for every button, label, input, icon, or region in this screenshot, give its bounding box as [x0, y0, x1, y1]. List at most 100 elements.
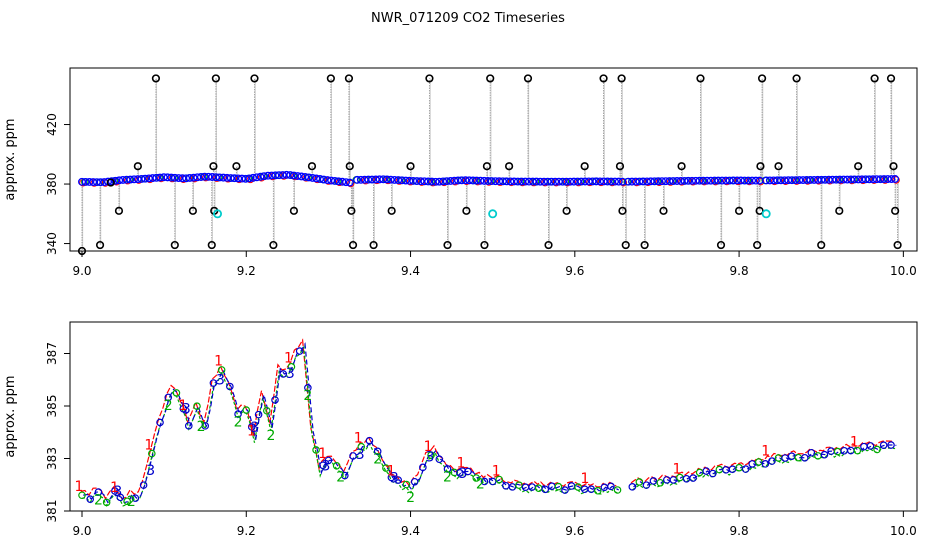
series-label-1: 1	[214, 354, 223, 370]
data-point	[581, 177, 590, 186]
series-point	[102, 498, 111, 507]
data-point	[260, 172, 269, 181]
outlier-point	[659, 206, 668, 215]
series-point	[234, 410, 242, 418]
outlier-point	[889, 162, 898, 171]
data-point	[211, 173, 220, 182]
series-point	[456, 468, 464, 477]
series-label-1: 1	[318, 446, 327, 462]
data-point	[275, 171, 284, 180]
data-point	[245, 174, 254, 183]
series-label-1: 1	[761, 444, 770, 460]
x-tick-label: 9.8	[730, 264, 749, 278]
data-point	[469, 176, 477, 185]
data-point	[330, 176, 339, 185]
chart-title: NWR_071209 CO2 Timeseries	[371, 11, 565, 26]
data-point	[543, 177, 552, 186]
data-point	[824, 175, 833, 184]
data-point	[813, 175, 822, 184]
series-point	[373, 447, 382, 456]
data-point-red	[892, 176, 900, 184]
data-point	[230, 174, 239, 183]
series-label-3: 3	[321, 458, 330, 474]
data-point	[442, 177, 451, 186]
outlier-point	[891, 206, 900, 215]
series-point	[427, 451, 435, 459]
data-point	[256, 172, 265, 181]
data-point	[532, 177, 541, 186]
data-point	[639, 177, 648, 186]
y-tick-label: 381	[45, 500, 59, 523]
data-point	[643, 177, 651, 186]
series-point	[201, 422, 210, 430]
data-point	[614, 177, 623, 186]
data-point	[788, 176, 796, 185]
data-point	[773, 176, 782, 185]
data-point	[883, 175, 892, 184]
data-point	[810, 175, 819, 184]
data-point	[267, 171, 276, 180]
series-label-2: 2	[476, 477, 485, 493]
data-point	[118, 175, 127, 184]
data-point	[573, 177, 582, 186]
series-point	[164, 393, 173, 402]
outlier-point	[677, 162, 686, 171]
series-point	[139, 481, 148, 489]
data-point	[721, 176, 730, 185]
data-point	[237, 174, 246, 183]
series-point	[853, 446, 862, 455]
data-point	[353, 175, 362, 184]
data-point	[880, 175, 889, 184]
data-point	[241, 174, 250, 183]
series-point	[319, 461, 327, 470]
x-tick-label: 9.6	[565, 264, 584, 278]
data-point	[371, 175, 380, 184]
data-point	[480, 176, 489, 185]
series-point	[480, 477, 489, 486]
x-tick-label: 10.0	[890, 524, 917, 538]
data-point	[846, 175, 855, 184]
series-point	[548, 482, 556, 491]
data-point	[821, 175, 830, 184]
x-tick-label: 10.0	[890, 264, 917, 278]
data-point	[338, 177, 347, 186]
data-point	[872, 175, 881, 184]
series-label-1: 1	[284, 351, 293, 367]
data-point	[189, 173, 198, 182]
series-point	[365, 436, 374, 445]
data-point	[828, 175, 837, 184]
series-point	[887, 441, 895, 449]
series-point	[594, 486, 602, 495]
data-point	[398, 176, 406, 185]
data-point	[424, 177, 433, 186]
outlier-point	[207, 240, 216, 250]
data-point	[178, 174, 187, 183]
series-label-1: 1	[456, 455, 465, 471]
outlier-point	[523, 74, 533, 83]
data-point	[751, 176, 760, 185]
data-point	[710, 176, 719, 185]
data-point	[431, 177, 440, 186]
series-point	[800, 453, 809, 462]
data-point	[495, 177, 504, 186]
data-point	[286, 171, 295, 180]
data-point	[208, 173, 217, 181]
data-point	[695, 176, 704, 185]
data-point	[457, 176, 466, 185]
data-point	[111, 176, 120, 185]
series-label-2: 2	[303, 388, 312, 404]
data-point	[611, 177, 619, 186]
x-tick-label: 9.4	[401, 524, 420, 538]
series-point	[613, 486, 622, 494]
outlier-point	[369, 240, 378, 250]
series-point	[807, 448, 816, 457]
outlier-point	[696, 74, 705, 83]
data-point	[204, 172, 213, 181]
series-point	[312, 446, 320, 454]
data-point	[174, 174, 183, 182]
data-point	[699, 176, 708, 185]
series-label-1: 1	[144, 437, 153, 453]
series-line-3	[83, 342, 897, 504]
series-point	[324, 456, 333, 465]
series-label-1: 1	[672, 461, 681, 477]
